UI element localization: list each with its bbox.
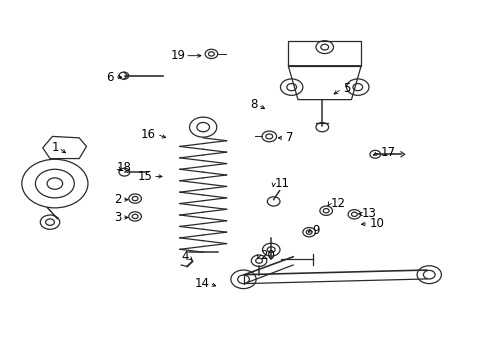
Text: 17: 17 xyxy=(380,146,395,159)
Text: 6: 6 xyxy=(105,71,113,84)
Text: 12: 12 xyxy=(330,197,346,210)
Text: 2: 2 xyxy=(114,193,122,206)
Text: 1: 1 xyxy=(51,141,59,154)
Text: 15: 15 xyxy=(137,170,152,183)
Text: 16: 16 xyxy=(141,128,156,141)
Text: 13: 13 xyxy=(362,207,376,220)
Text: 18: 18 xyxy=(117,161,132,174)
Text: 4: 4 xyxy=(181,250,188,263)
Text: 3: 3 xyxy=(114,211,122,224)
Text: 5: 5 xyxy=(343,82,350,95)
Text: 11: 11 xyxy=(274,177,289,190)
Text: 20: 20 xyxy=(260,248,274,261)
Text: 10: 10 xyxy=(369,217,384,230)
Text: 14: 14 xyxy=(194,277,209,290)
Text: 9: 9 xyxy=(312,224,320,237)
Text: 19: 19 xyxy=(170,49,185,62)
Text: 8: 8 xyxy=(250,99,258,112)
Text: 7: 7 xyxy=(285,131,293,144)
